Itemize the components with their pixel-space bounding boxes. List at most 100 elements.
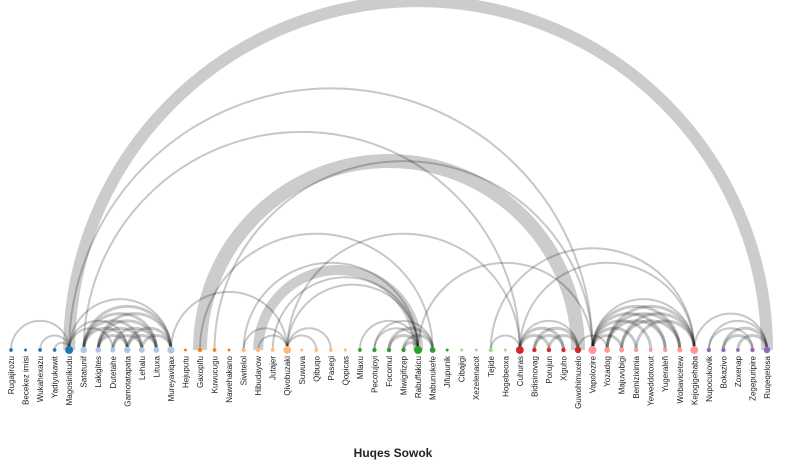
node-label: Qibuqo bbox=[312, 355, 321, 381]
link-arc bbox=[518, 334, 551, 351]
link-arc bbox=[193, 154, 585, 351]
node-label: Miwigifizep bbox=[400, 355, 409, 395]
node-dot bbox=[488, 347, 493, 353]
link-arc bbox=[169, 290, 289, 351]
node-dot bbox=[167, 346, 175, 354]
node-dot bbox=[460, 348, 464, 352]
link-arc bbox=[489, 247, 696, 351]
link-arc bbox=[68, 87, 594, 351]
node-dot bbox=[372, 347, 377, 353]
node-dot bbox=[677, 347, 683, 353]
node-dot bbox=[574, 346, 582, 354]
node-dot bbox=[663, 347, 668, 353]
node-label: Yadiyukawit bbox=[51, 355, 60, 398]
node-label: Focomul bbox=[385, 356, 394, 387]
node-label: Bokazivo bbox=[719, 355, 728, 388]
node-label: Guwohimuxelo bbox=[574, 355, 583, 408]
link-arc bbox=[489, 334, 521, 351]
node-label: Kejogigehaba bbox=[690, 355, 699, 404]
node-label: Cibajigi bbox=[458, 356, 467, 382]
link-arc bbox=[140, 334, 173, 351]
link-arc bbox=[518, 261, 696, 351]
link-arc bbox=[82, 326, 129, 351]
node-dot bbox=[414, 346, 423, 354]
node-label: Bidisinovag bbox=[530, 356, 539, 397]
link-arc bbox=[387, 334, 420, 351]
node-label: Nupocukovik bbox=[705, 355, 714, 402]
link-arc bbox=[721, 326, 769, 351]
node-label: Zegepuripire bbox=[748, 355, 757, 400]
link-arc bbox=[358, 320, 420, 351]
node-dot bbox=[80, 346, 87, 354]
link-arc bbox=[417, 261, 594, 351]
link-arc bbox=[736, 334, 769, 351]
link-arc bbox=[68, 320, 129, 351]
node-label: Mureyaviqax bbox=[167, 356, 176, 401]
link-arc bbox=[591, 298, 696, 351]
node-label: Jutajer bbox=[269, 356, 278, 380]
link-arc bbox=[402, 334, 435, 351]
link-arc bbox=[547, 334, 580, 351]
link-arc bbox=[707, 320, 768, 351]
diagram-title: Huqes Sowok bbox=[353, 446, 433, 460]
node-label: Milaxu bbox=[356, 356, 365, 379]
link-arc bbox=[634, 319, 696, 351]
link-arc bbox=[591, 304, 682, 351]
node-dot bbox=[706, 347, 712, 353]
node-dot bbox=[546, 347, 552, 353]
node-dot bbox=[401, 347, 406, 353]
node-label: Jifupunik bbox=[443, 355, 452, 388]
node-dot bbox=[736, 348, 740, 352]
node-label: Xezelenacot bbox=[472, 355, 481, 400]
arc-layer bbox=[10, 0, 773, 351]
node-dot bbox=[648, 348, 653, 352]
link-arc bbox=[605, 319, 667, 351]
link-arc bbox=[373, 320, 434, 351]
node-dot bbox=[561, 347, 566, 353]
node-dot bbox=[445, 348, 449, 352]
node-label: Wobavicetew bbox=[676, 356, 685, 404]
node-dot bbox=[300, 348, 304, 352]
node-dot bbox=[314, 348, 319, 352]
link-arc bbox=[257, 334, 289, 351]
link-arc bbox=[96, 326, 144, 351]
node-label: Gaxopifu bbox=[196, 356, 205, 388]
link-arc bbox=[242, 261, 420, 351]
node-label: Rugajirozu bbox=[7, 356, 16, 394]
node-label: Dutetahe bbox=[109, 355, 118, 388]
node-label: Rabuffakicu bbox=[414, 356, 423, 398]
link-arc bbox=[591, 334, 624, 351]
node-dot bbox=[197, 347, 203, 353]
node-label: Porujun bbox=[545, 356, 554, 384]
node-label: Pecotujoyi bbox=[370, 356, 379, 393]
node-label: Tejide bbox=[487, 355, 496, 376]
node-label: Hibudayow bbox=[254, 356, 263, 396]
link-arc bbox=[253, 265, 424, 351]
node-dot bbox=[721, 347, 726, 353]
link-arc bbox=[532, 326, 580, 351]
node-label: Mabunukefe bbox=[429, 355, 438, 400]
node-dot bbox=[619, 347, 625, 353]
node-dot bbox=[604, 347, 610, 353]
node-label: Vapolozire bbox=[589, 355, 598, 393]
link-arc bbox=[591, 319, 653, 351]
node-label: Lehalu bbox=[138, 356, 147, 380]
link-arc bbox=[286, 233, 521, 351]
node-label: Pasegi bbox=[327, 356, 336, 381]
link-arc bbox=[591, 326, 638, 351]
node-dot bbox=[503, 348, 507, 352]
node-label: Hogebeoxa bbox=[501, 355, 510, 396]
node-dot bbox=[255, 347, 261, 353]
node-label: Majuvubigi bbox=[618, 356, 627, 394]
node-label: Satatunif bbox=[80, 355, 89, 387]
node-label: Xiguho bbox=[559, 355, 568, 380]
node-dot bbox=[588, 346, 597, 354]
link-arc bbox=[591, 312, 667, 351]
link-arc bbox=[286, 334, 318, 351]
node-dot bbox=[633, 347, 639, 353]
node-dot bbox=[386, 347, 392, 353]
node-label: Bemiziximia bbox=[632, 355, 641, 398]
link-arc bbox=[271, 276, 420, 351]
link-arc bbox=[373, 327, 420, 351]
